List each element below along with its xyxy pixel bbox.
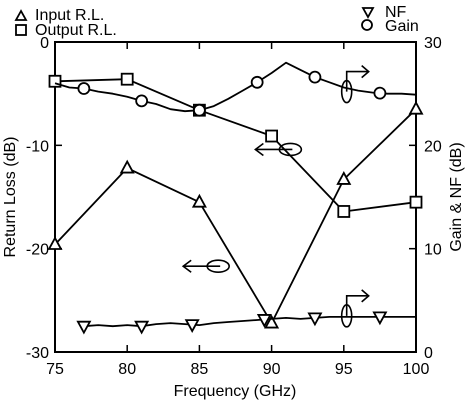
series-gain xyxy=(54,61,417,117)
axis-indicator-annotation xyxy=(340,64,370,104)
plot-area-border xyxy=(54,41,417,353)
series-input-r-l xyxy=(47,100,424,329)
legend-item-input-rl: Input R.L. xyxy=(14,7,104,24)
left-y-axis-ticks: 0 -10 -20 -30 xyxy=(26,35,62,362)
legend-label-gain: Gain xyxy=(385,18,419,35)
data-point-input-r-l xyxy=(191,193,207,208)
data-point-gain xyxy=(135,94,149,108)
arrow-left-icon xyxy=(181,259,192,273)
axis-indicator-annotation xyxy=(181,259,230,274)
legend-label-output-rl: Output R.L. xyxy=(35,22,117,39)
arrow-right-icon xyxy=(361,64,370,79)
left-y-tick-label: 0 xyxy=(40,35,49,52)
arrow-right-icon xyxy=(361,289,370,303)
legend-marker-circle-icon xyxy=(361,19,373,31)
series-line-nf xyxy=(83,315,416,328)
data-point-nf xyxy=(307,312,323,327)
annotation-layer xyxy=(181,64,370,328)
legend-marker-triangle-down-icon xyxy=(361,7,375,19)
series-line-input-r-l xyxy=(54,108,417,325)
data-point-output-r-l xyxy=(48,74,62,88)
axis-indicator-annotation xyxy=(340,289,370,328)
data-point-output-r-l xyxy=(337,205,351,218)
legend-marker-triangle-up-icon xyxy=(14,9,28,21)
left-y-tick-label: -20 xyxy=(26,242,49,259)
arrow-left-icon xyxy=(254,142,264,157)
legend-item-gain: Gain xyxy=(361,18,419,35)
data-point-gain xyxy=(77,82,91,95)
x-tick-label: 75 xyxy=(46,361,64,378)
plot-frame xyxy=(54,41,417,353)
data-point-input-r-l xyxy=(336,171,352,185)
legend-item-output-rl: Output R.L. xyxy=(15,22,117,39)
data-point-nf xyxy=(372,311,388,326)
data-point-output-r-l xyxy=(120,72,134,86)
annotation-arrow-line xyxy=(345,295,369,316)
x-tick-label: 80 xyxy=(118,361,136,378)
left-y-tick-label: -30 xyxy=(26,345,49,362)
series-line-output-r-l xyxy=(54,78,417,213)
x-tick-label: 95 xyxy=(335,361,353,378)
data-point-output-r-l xyxy=(265,129,279,143)
x-tick-label: 85 xyxy=(191,361,209,378)
annotation-arrow-line xyxy=(345,70,369,92)
x-tick-label: 100 xyxy=(403,361,430,378)
right-y-tick-label: 0 xyxy=(424,345,433,362)
x-axis-ticks: 75 80 85 90 95 100 xyxy=(46,42,429,378)
data-point-input-r-l xyxy=(408,100,424,115)
data-point-output-r-l xyxy=(409,195,423,209)
data-point-gain xyxy=(373,86,387,100)
data-point-input-r-l xyxy=(264,314,280,329)
x-tick-label: 90 xyxy=(263,361,281,378)
legend-label-nf: NF xyxy=(385,4,407,21)
right-y-tick-label: 10 xyxy=(424,242,442,259)
data-point-gain xyxy=(250,75,264,89)
legend-marker-square-icon xyxy=(15,24,27,36)
data-point-input-r-l xyxy=(119,159,135,174)
data-point-gain xyxy=(192,103,206,117)
left-y-axis-title: Return Loss (dB) xyxy=(2,137,19,258)
data-point-nf xyxy=(76,320,92,335)
series-nf xyxy=(76,311,416,335)
legend-label-input-rl: Input R.L. xyxy=(35,7,104,24)
right-y-tick-label: 20 xyxy=(424,138,442,155)
legend: Input R.L. Output R.L. NF Gain xyxy=(14,4,419,39)
data-point-nf xyxy=(134,320,150,335)
legend-item-nf: NF xyxy=(361,4,407,21)
left-y-tick-label: -10 xyxy=(26,138,49,155)
data-point-input-r-l xyxy=(47,236,63,250)
right-y-tick-label: 30 xyxy=(424,35,442,52)
axis-indicator-annotation xyxy=(254,142,303,157)
data-point-gain xyxy=(308,70,322,84)
data-point-nf xyxy=(256,314,272,328)
series-line-gain xyxy=(54,61,417,113)
data-point-nf xyxy=(184,319,200,333)
x-axis-title: Frequency (GHz) xyxy=(174,383,297,400)
right-y-axis-title: Gain & NF (dB) xyxy=(448,142,465,251)
series-layer xyxy=(47,61,424,335)
right-y-axis-ticks: 0 10 20 30 xyxy=(409,35,442,362)
